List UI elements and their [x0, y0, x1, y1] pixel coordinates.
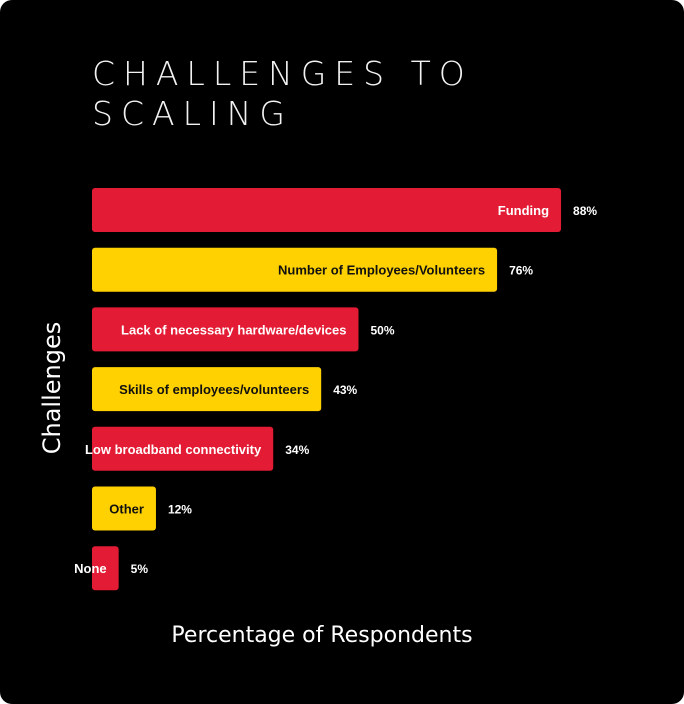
bar-label-number-of-employees-volunteers: Number of Employees/Volunteers: [278, 263, 485, 278]
value-label-number-of-employees-volunteers: 76%: [509, 264, 533, 278]
bar-skills-of-employees-volunteers: [92, 367, 322, 412]
chart-title-line-1: CHALLENGES TO: [92, 54, 473, 93]
value-label-skills-of-employees-volunteers: 43%: [333, 383, 357, 397]
bar-label-low-broadband-connectivity: Low broadband connectivity: [85, 442, 262, 457]
chart-title-line-2: SCALING: [92, 94, 293, 133]
value-label-none: 5%: [131, 562, 149, 576]
value-label-other: 12%: [168, 503, 192, 517]
bar-low-broadband-connectivity: [92, 426, 274, 471]
bar-funding: [92, 188, 562, 232]
chart-title: CHALLENGES TO SCALING: [92, 54, 612, 134]
bar-label-lack-of-necessary-hardware-devices: Lack of necessary hardware/devices: [121, 322, 346, 337]
bar-label-none: None: [74, 561, 107, 576]
bar-label-other: Other: [109, 502, 144, 517]
bar-number-of-employees-volunteers: [92, 247, 498, 292]
x-axis-label: Percentage of Respondents: [171, 623, 473, 648]
value-label-lack-of-necessary-hardware-devices: 50%: [371, 323, 395, 337]
bar-label-skills-of-employees-volunteers: Skills of employees/volunteers: [119, 382, 309, 397]
value-label-funding: 88%: [573, 204, 597, 218]
bar-none: [92, 546, 119, 591]
value-label-low-broadband-connectivity: 34%: [285, 443, 309, 457]
bar-lack-of-necessary-hardware-devices: [92, 307, 359, 352]
bar-label-funding: Funding: [498, 203, 549, 218]
bar-other: [92, 486, 156, 531]
